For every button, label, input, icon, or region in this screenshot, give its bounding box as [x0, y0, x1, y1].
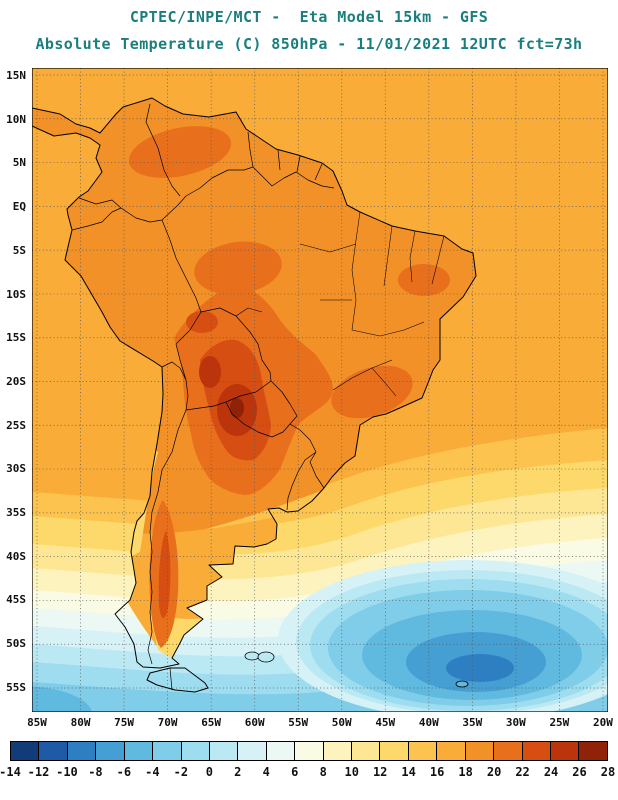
colorbar-tick-label: 14 — [401, 765, 416, 779]
lat-tick-label: 10N — [6, 112, 26, 126]
colorbar-tick-label: -6 — [116, 765, 132, 779]
atlantic-cold-low-core-m10-m8 — [446, 654, 514, 682]
colorbar-cell — [66, 742, 96, 760]
lon-tick-label: 70W — [157, 716, 178, 729]
chart-title: CPTEC/INPE/MCT - Eta Model 15km - GFS — [129, 8, 489, 26]
colorbar-tick-label: -8 — [88, 765, 103, 779]
lat-tick-label: 5S — [12, 243, 26, 257]
lon-tick-label: 60W — [244, 716, 265, 729]
lat-tick-label: 20S — [6, 374, 26, 388]
colorbar-cell — [578, 742, 607, 760]
south-georgia-island — [455, 680, 469, 688]
colorbar-tick-label: 10 — [344, 765, 359, 779]
lat-tick-label: 15S — [6, 331, 26, 345]
colorbar-cell — [95, 742, 124, 760]
pacific-cold-corner — [32, 686, 92, 712]
colorbar-cell — [379, 742, 408, 760]
state-borders — [235, 211, 445, 397]
map-plot-area — [31, 67, 609, 713]
colorbar-tick-label: 2 — [234, 765, 242, 779]
andes-lee-max-24-26 — [199, 356, 221, 388]
llanos-hot-20-22 — [128, 126, 232, 178]
colorbar-tick-label: -10 — [56, 765, 78, 779]
colorbar-tick-label: 16 — [429, 765, 445, 779]
lon-tick-label: 85W — [27, 716, 47, 729]
colorbar-tick-label: 20 — [486, 765, 502, 779]
colorbar-cell — [493, 742, 522, 760]
lat-axis: 15N 10N 5N EQ 5S 10S 15S 20S 25S 30S 35S 40S 45S 50S 5… — [0, 68, 29, 712]
lon-axis: 85W 80W 75W 70W 65W 60W 55W 50W 45W 40W 35W 30W 25W 2… — [22, 716, 618, 729]
colorbar-cell — [123, 742, 153, 760]
colorbar-tick-label: -14 — [0, 765, 21, 779]
colorbar-tick-label: 8 — [319, 765, 327, 779]
colorbar-tick-label: -12 — [27, 765, 50, 779]
colorbar-cell — [38, 742, 67, 760]
chaco-max-26-28 — [230, 398, 244, 418]
temperature-field — [32, 68, 608, 712]
colorbar-cells — [10, 741, 608, 761]
lat-tick-label: 15N — [6, 69, 26, 82]
coastline — [32, 97, 477, 693]
colorbar-tick-label: 12 — [372, 765, 388, 779]
lon-tick-label: 30W — [505, 716, 526, 729]
colorbar-tick-label: 22 — [515, 765, 530, 779]
colorbar-cell — [351, 742, 380, 760]
falkland-west-island — [244, 651, 260, 661]
lat-tick-label: 50S — [6, 637, 26, 651]
map-canvas — [31, 67, 609, 713]
colorbar-tick-label: 24 — [543, 765, 559, 779]
lon-tick-label: 75W — [114, 716, 134, 729]
lat-tick-label: 40S — [6, 549, 26, 563]
south-amazon-hot-20-22 — [194, 241, 282, 295]
colorbar-tick-label: 26 — [572, 765, 587, 779]
colorbar-tick-label: 28 — [600, 765, 616, 779]
lon-tick-label: 65W — [201, 716, 222, 729]
colorbar-cell — [322, 742, 352, 760]
lon-tick-label: 55W — [288, 716, 309, 729]
colorbar-cell — [180, 742, 209, 760]
lat-tick-label: 30S — [6, 462, 26, 476]
lat-tick-label: 55S — [6, 680, 26, 694]
colorbar-cell — [464, 742, 494, 760]
lat-tick-label: 10S — [6, 287, 26, 301]
lon-tick-label: 40W — [418, 716, 439, 729]
lon-tick-label: 35W — [462, 716, 483, 729]
colorbar-cell — [208, 742, 238, 760]
lat-tick-label: 35S — [6, 506, 26, 520]
lat-tick-label: 5N — [12, 156, 26, 170]
colorbar-cell — [237, 742, 266, 760]
chart-subtitle: Absolute Temperature (C) 850hPa - 11/01/… — [35, 35, 583, 53]
country-borders — [71, 103, 335, 691]
patagonia-hot-core-22-24 — [158, 530, 171, 619]
colorbar-cell — [152, 742, 181, 760]
lon-tick-label: 45W — [375, 716, 396, 729]
lon-tick-label: 80W — [70, 716, 91, 729]
colorbar-tick-label: -4 — [145, 765, 160, 779]
beni-hot-core-22-24 — [186, 311, 218, 333]
lon-tick-label: 50W — [331, 716, 352, 729]
colorbar-tick-label: 6 — [291, 765, 299, 779]
falkland-east-island — [257, 651, 275, 663]
colorbar-tick-label: 18 — [458, 765, 473, 779]
colorbar-cell — [294, 742, 323, 760]
lat-tick-label: EQ — [12, 200, 26, 214]
lat-tick-label: 45S — [6, 593, 26, 607]
colorbar-cell — [521, 742, 551, 760]
colorbar-tick-label: 4 — [262, 765, 270, 779]
colorbar-cell — [11, 742, 39, 760]
colorbar-cell — [436, 742, 465, 760]
ne-brazil-hot-20-22 — [398, 264, 450, 296]
colorbar-cell — [407, 742, 437, 760]
se-brazil-hot-20-22 — [331, 365, 413, 419]
lon-tick-label: 25W — [549, 716, 570, 729]
colorbar-scale-labels: -14 -12 -10 -8 -6 -4 -2 0 2 4 6 8 10 12 14 16 18 20 22 24 26… — [0, 765, 615, 780]
colorbar-tick-label: -2 — [173, 765, 189, 779]
graticule — [32, 68, 608, 712]
colorbar-tick-label: 0 — [205, 765, 213, 779]
lon-tick-label: 20W — [592, 716, 613, 729]
colorbar-cell — [550, 742, 579, 760]
lat-tick-label: 25S — [6, 418, 26, 432]
colorbar-cell — [265, 742, 295, 760]
